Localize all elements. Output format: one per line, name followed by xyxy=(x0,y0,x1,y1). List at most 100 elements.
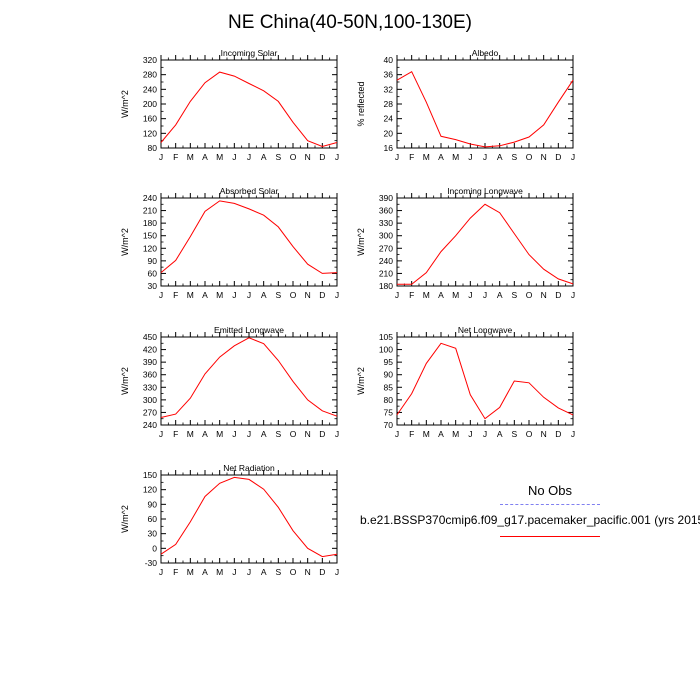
x-tick-label: M xyxy=(187,429,194,439)
y-tick-label: 450 xyxy=(143,332,157,342)
legend-obs-line xyxy=(500,504,600,505)
y-tick-label: 390 xyxy=(143,357,157,367)
series-line-model xyxy=(160,200,338,274)
x-tick-label: M xyxy=(216,567,223,577)
y-tick-label: 95 xyxy=(384,357,394,367)
panel-title: Net Longwave xyxy=(458,325,513,335)
legend-model-line xyxy=(500,536,600,537)
y-tick-label: 210 xyxy=(143,206,157,216)
series-line-model xyxy=(160,337,338,418)
y-tick-label: 60 xyxy=(148,514,158,524)
panel-title: Incoming Solar xyxy=(221,48,278,58)
x-tick-label: J xyxy=(159,290,163,300)
y-tick-label: 30 xyxy=(148,281,158,291)
y-tick-label: 240 xyxy=(379,256,393,266)
y-tick-label: 80 xyxy=(148,143,158,153)
x-tick-label: J xyxy=(159,429,163,439)
x-tick-label: J xyxy=(247,567,251,577)
y-tick-label: 360 xyxy=(143,370,157,380)
y-axis-label: W/m^2 xyxy=(356,367,366,395)
x-tick-label: S xyxy=(511,152,517,162)
x-tick-label: M xyxy=(187,152,194,162)
x-tick-label: M xyxy=(452,290,459,300)
x-tick-label: F xyxy=(409,290,414,300)
x-tick-label: A xyxy=(497,429,503,439)
y-tick-label: -30 xyxy=(145,558,158,568)
x-tick-label: S xyxy=(275,567,281,577)
y-tick-label: 85 xyxy=(384,382,394,392)
x-tick-label: J xyxy=(468,290,472,300)
series-line-model xyxy=(160,476,338,558)
x-tick-label: D xyxy=(555,429,561,439)
y-tick-label: 70 xyxy=(384,420,394,430)
x-tick-label: F xyxy=(173,290,178,300)
x-tick-label: A xyxy=(261,429,267,439)
y-tick-label: 120 xyxy=(143,243,157,253)
x-tick-label: O xyxy=(290,429,297,439)
panel-title: Incoming Longwave xyxy=(447,186,523,196)
x-tick-label: M xyxy=(187,290,194,300)
y-tick-label: 200 xyxy=(143,99,157,109)
y-tick-label: 390 xyxy=(379,193,393,203)
y-axis-label: W/m^2 xyxy=(120,505,130,533)
x-tick-label: A xyxy=(438,429,444,439)
plot-frame xyxy=(396,59,574,149)
y-tick-label: 90 xyxy=(148,256,158,266)
y-tick-label: 160 xyxy=(143,114,157,124)
y-tick-label: 36 xyxy=(384,70,394,80)
y-tick-label: 360 xyxy=(379,206,393,216)
x-tick-label: M xyxy=(423,429,430,439)
x-tick-label: D xyxy=(319,152,325,162)
x-tick-label: A xyxy=(202,152,208,162)
x-tick-label: N xyxy=(305,290,311,300)
x-tick-label: J xyxy=(571,290,575,300)
x-tick-label: D xyxy=(319,567,325,577)
x-tick-label: M xyxy=(187,567,194,577)
plot-frame xyxy=(396,336,574,426)
x-tick-label: D xyxy=(319,290,325,300)
y-tick-label: 330 xyxy=(143,382,157,392)
x-tick-label: J xyxy=(483,290,487,300)
x-tick-label: J xyxy=(335,152,339,162)
y-tick-label: 24 xyxy=(384,114,394,124)
x-tick-label: F xyxy=(409,152,414,162)
y-tick-label: 150 xyxy=(143,470,157,480)
y-tick-label: 180 xyxy=(143,218,157,228)
x-tick-label: J xyxy=(571,429,575,439)
x-tick-label: A xyxy=(261,567,267,577)
y-tick-label: 80 xyxy=(384,395,394,405)
x-tick-label: O xyxy=(526,429,533,439)
x-tick-label: J xyxy=(232,429,236,439)
x-tick-label: O xyxy=(526,290,533,300)
y-tick-label: 320 xyxy=(143,55,157,65)
y-tick-label: 0 xyxy=(152,543,157,553)
y-tick-label: 120 xyxy=(143,128,157,138)
x-tick-label: A xyxy=(497,152,503,162)
x-tick-label: J xyxy=(335,567,339,577)
y-tick-label: 300 xyxy=(379,231,393,241)
x-tick-label: J xyxy=(483,429,487,439)
y-tick-label: 330 xyxy=(379,218,393,228)
series-line-model xyxy=(396,342,574,420)
x-tick-label: J xyxy=(232,567,236,577)
x-tick-label: J xyxy=(159,152,163,162)
x-tick-label: O xyxy=(526,152,533,162)
x-tick-label: J xyxy=(395,429,399,439)
x-tick-label: M xyxy=(216,152,223,162)
x-tick-label: N xyxy=(305,152,311,162)
x-tick-label: N xyxy=(541,429,547,439)
x-tick-label: D xyxy=(555,290,561,300)
y-tick-label: 28 xyxy=(384,99,394,109)
series-line-model xyxy=(396,70,574,148)
x-tick-label: M xyxy=(216,429,223,439)
x-tick-label: J xyxy=(335,429,339,439)
x-tick-label: F xyxy=(173,567,178,577)
y-tick-label: 30 xyxy=(148,529,158,539)
y-axis-label: W/m^2 xyxy=(120,228,130,256)
